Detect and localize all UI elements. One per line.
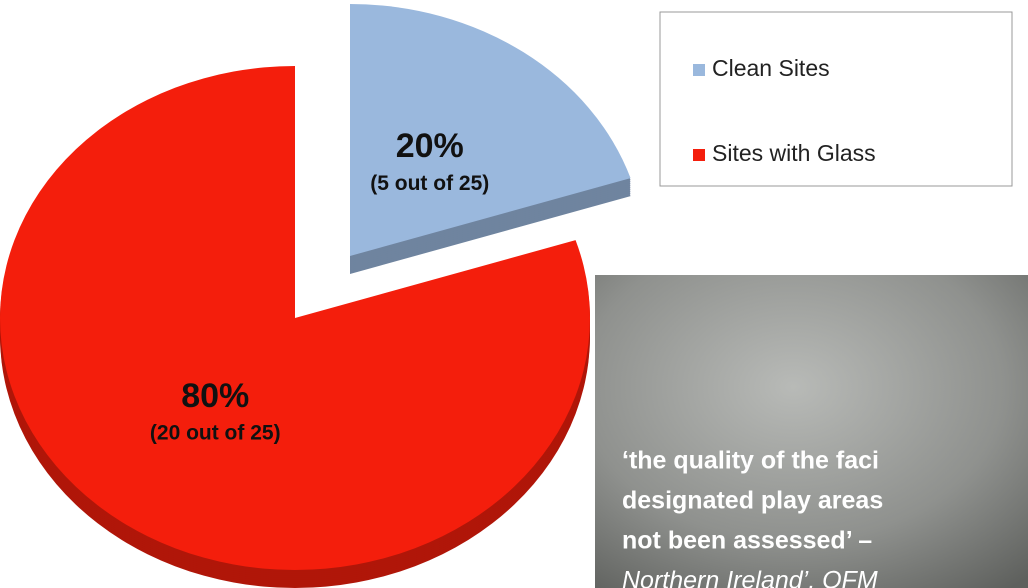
page: ‘the quality of the faci designated play … (0, 0, 1028, 588)
legend-label: Clean Sites (712, 55, 830, 81)
value-label: 20% (396, 127, 464, 165)
value-sublabel: (20 out of 25) (150, 421, 281, 444)
legend-label: Sites with Glass (712, 140, 876, 166)
legend-swatch (693, 64, 705, 76)
caption-line: designated play areas (622, 487, 883, 515)
caption-line: Northern Ireland’, OFM (622, 567, 878, 588)
value-label: 80% (181, 377, 249, 415)
caption-line: not been assessed’ – (622, 527, 872, 555)
caption-line: ‘the quality of the faci (622, 447, 879, 475)
chart: ‘the quality of the faci designated play … (0, 0, 1028, 588)
value-sublabel: (5 out of 25) (370, 172, 489, 195)
legend-swatch (693, 149, 705, 161)
